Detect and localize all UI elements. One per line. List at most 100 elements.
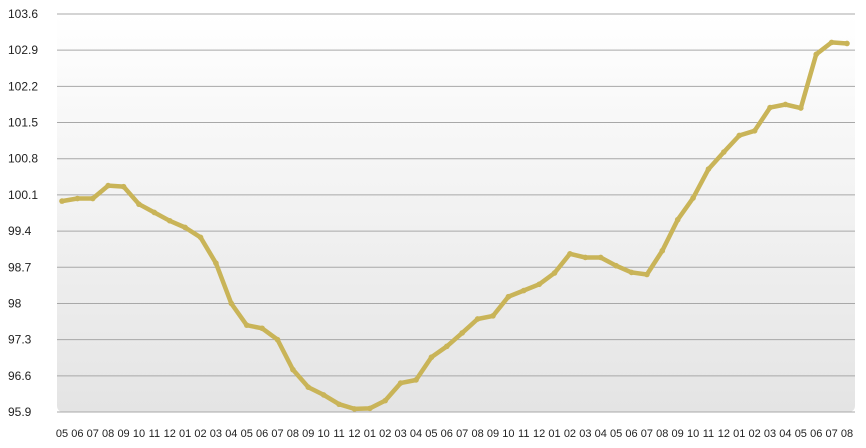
y-tick-label: 100.8 bbox=[8, 152, 38, 166]
data-point bbox=[474, 316, 481, 322]
x-tick-label: 07 bbox=[271, 428, 283, 440]
x-tick-label: 11 bbox=[703, 428, 714, 440]
data-point bbox=[736, 132, 743, 139]
x-tick-label: 09 bbox=[302, 428, 314, 440]
x-tick-label: 10 bbox=[687, 428, 699, 440]
x-tick-label: 07 bbox=[825, 428, 837, 440]
x-tick-label: 03 bbox=[395, 428, 407, 440]
x-tick-label: 06 bbox=[810, 428, 822, 440]
y-tick-label: 98 bbox=[8, 296, 22, 310]
data-point bbox=[597, 254, 604, 261]
x-tick-label: 05 bbox=[795, 428, 807, 440]
series-layer bbox=[59, 39, 850, 412]
y-tick-label: 96.6 bbox=[8, 369, 32, 383]
x-tick-label: 01 bbox=[733, 428, 745, 440]
gridlines bbox=[57, 13, 855, 413]
y-tick-label: 102.9 bbox=[8, 43, 38, 57]
y-tick-label: 98.7 bbox=[8, 260, 32, 274]
data-point bbox=[674, 216, 681, 223]
data-point bbox=[567, 251, 573, 257]
x-tick-label: 02 bbox=[379, 428, 391, 440]
x-tick-label: 02 bbox=[749, 428, 761, 440]
data-point bbox=[413, 377, 419, 383]
x-tick-label: 01 bbox=[548, 428, 560, 440]
x-tick-label: 04 bbox=[225, 428, 237, 440]
x-tick-label: 06 bbox=[71, 428, 83, 440]
x-tick-label: 02 bbox=[564, 428, 576, 440]
x-tick-label: 07 bbox=[456, 428, 468, 440]
x-tick-label: 12 bbox=[718, 428, 730, 440]
x-tick-label: 10 bbox=[502, 428, 514, 440]
x-tick-label: 01 bbox=[364, 428, 376, 440]
x-tick-label: 05 bbox=[241, 428, 253, 440]
x-tick-label: 08 bbox=[841, 428, 853, 440]
x-tick-label: 06 bbox=[441, 428, 453, 440]
data-point bbox=[382, 397, 389, 404]
data-point bbox=[520, 287, 527, 294]
data-point bbox=[213, 260, 219, 266]
y-tick-label: 95.9 bbox=[8, 405, 32, 419]
data-point bbox=[828, 39, 835, 46]
data-point bbox=[428, 354, 435, 361]
y-tick-label: 100.1 bbox=[8, 188, 38, 202]
x-tick-label: 05 bbox=[56, 428, 68, 440]
x-tick-label: 05 bbox=[425, 428, 437, 440]
data-point bbox=[813, 51, 820, 58]
series-line bbox=[59, 40, 850, 412]
x-tick-label: 03 bbox=[764, 428, 776, 440]
data-point bbox=[336, 401, 342, 408]
x-tick-label: 07 bbox=[87, 428, 99, 440]
x-tick-label: 12 bbox=[533, 428, 545, 440]
data-point bbox=[74, 195, 81, 202]
data-point bbox=[59, 198, 65, 204]
data-point bbox=[182, 224, 188, 231]
data-point bbox=[721, 149, 727, 155]
x-tick-label: 11 bbox=[333, 428, 344, 440]
x-tick-label: 10 bbox=[318, 428, 330, 440]
data-point bbox=[536, 281, 542, 288]
data-point bbox=[690, 195, 696, 201]
x-tick-label: 02 bbox=[194, 428, 206, 440]
data-point bbox=[798, 105, 804, 111]
x-tick-label: 01 bbox=[179, 428, 191, 440]
data-point bbox=[490, 313, 496, 319]
data-point bbox=[613, 262, 619, 269]
y-tick-label: 102.2 bbox=[8, 79, 38, 93]
data-point bbox=[166, 217, 173, 224]
x-tick-label: 06 bbox=[256, 428, 268, 440]
data-point bbox=[459, 330, 465, 336]
data-point bbox=[367, 405, 373, 412]
x-tick-label: 12 bbox=[164, 428, 176, 440]
data-point bbox=[844, 40, 850, 47]
x-tick-label: 03 bbox=[579, 428, 591, 440]
y-axis-tick-labels: 103.6 102.9 102.2 101.5 100.8 100.1 99.4 98.7 98… bbox=[8, 7, 38, 419]
data-point bbox=[243, 322, 250, 328]
data-point bbox=[551, 270, 558, 276]
data-point bbox=[274, 336, 281, 343]
x-tick-label: 09 bbox=[672, 428, 684, 440]
x-tick-label: 06 bbox=[625, 428, 637, 440]
x-tick-label: 04 bbox=[410, 428, 422, 440]
y-tick-label: 99.4 bbox=[8, 224, 32, 238]
data-point bbox=[644, 271, 650, 278]
data-point bbox=[397, 380, 404, 386]
x-tick-label: 08 bbox=[656, 428, 668, 440]
data-point bbox=[320, 392, 327, 398]
y-tick-label: 103.6 bbox=[8, 7, 38, 21]
data-point bbox=[767, 104, 773, 111]
data-point bbox=[89, 195, 96, 202]
x-tick-label: 10 bbox=[133, 428, 145, 440]
x-tick-label: 11 bbox=[149, 428, 160, 440]
data-point bbox=[628, 269, 635, 276]
data-point bbox=[290, 366, 296, 373]
x-tick-label: 12 bbox=[348, 428, 360, 440]
x-tick-label: 03 bbox=[210, 428, 222, 440]
x-tick-label: 05 bbox=[610, 428, 622, 440]
data-point bbox=[120, 183, 127, 190]
data-point bbox=[659, 247, 666, 254]
data-point bbox=[705, 166, 712, 172]
y-tick-label: 97.3 bbox=[8, 333, 32, 347]
data-point bbox=[228, 300, 235, 307]
data-point bbox=[136, 201, 142, 208]
